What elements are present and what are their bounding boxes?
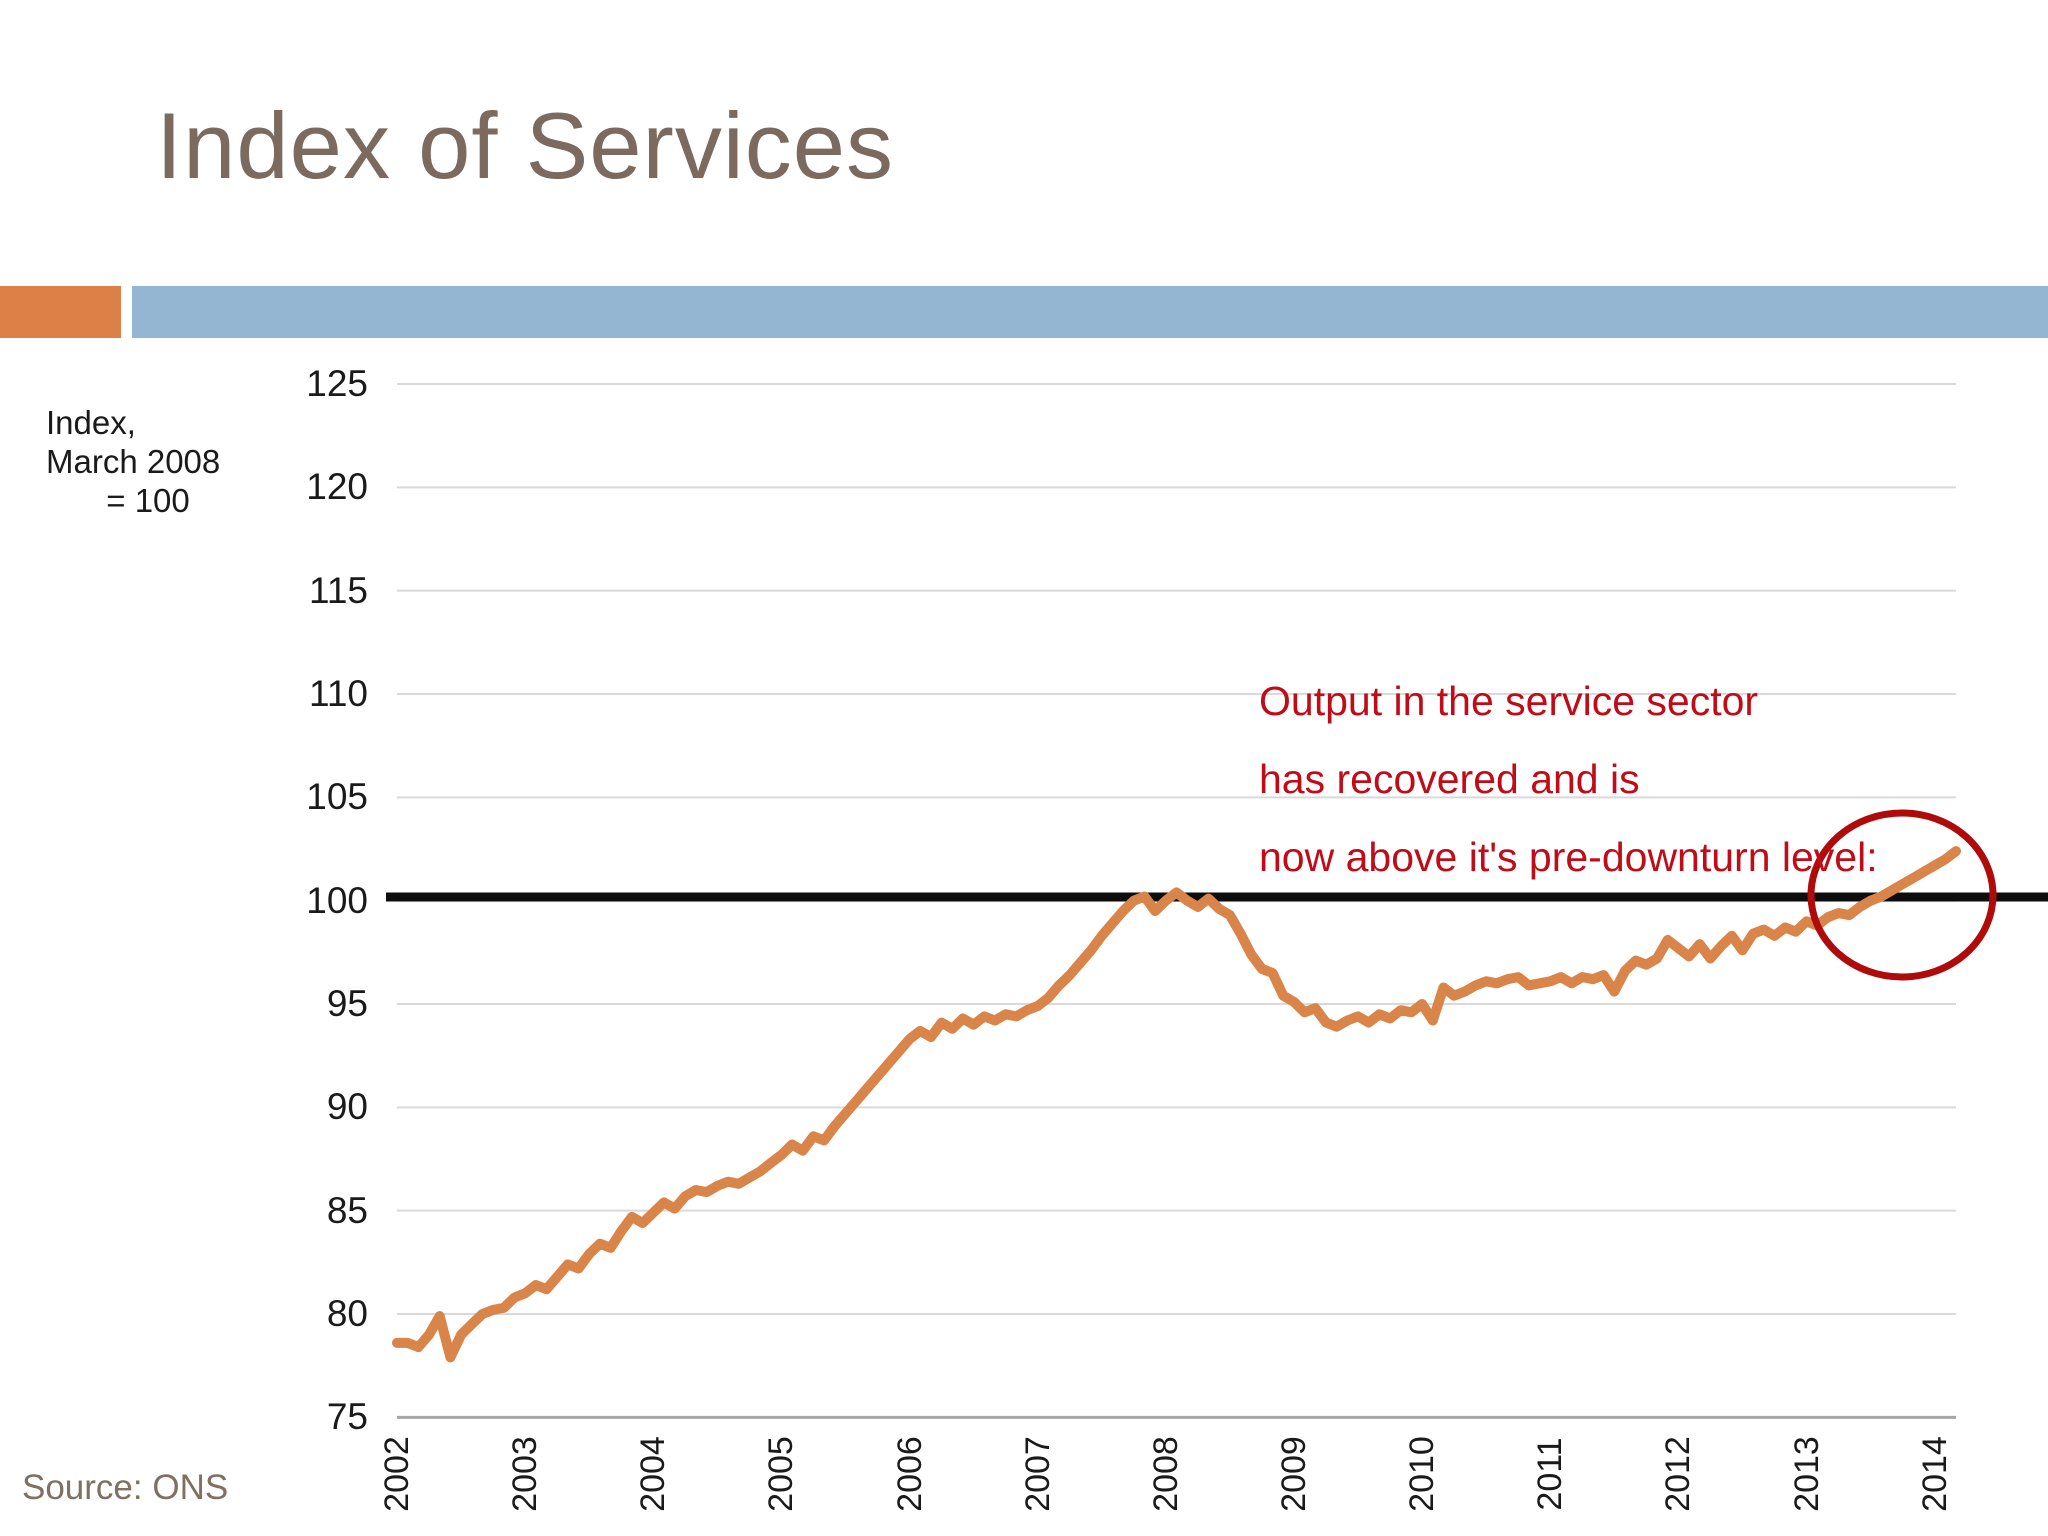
y-tick-label: 100 <box>306 879 368 921</box>
y-tick-label: 85 <box>326 1189 368 1231</box>
y-tick-label: 120 <box>306 466 368 508</box>
x-tick-label: 2006 <box>890 1436 929 1512</box>
x-tick-label: 2014 <box>1915 1436 1954 1512</box>
y-tick-label: 80 <box>326 1293 368 1334</box>
x-tick-label: 2013 <box>1787 1436 1826 1512</box>
x-tick-label: 2009 <box>1274 1436 1313 1512</box>
x-tick-label: 2005 <box>762 1436 801 1512</box>
x-tick-label: 2004 <box>634 1436 673 1512</box>
page-title: Index of Services <box>156 93 895 198</box>
annotation-line: Output in the service sector <box>1259 678 1759 724</box>
y-tick-label: 75 <box>326 1396 368 1438</box>
x-tick-label: 2011 <box>1531 1437 1570 1511</box>
x-tick-label: 2012 <box>1659 1436 1698 1512</box>
annotation-text: Output in the service sector has recover… <box>1259 662 2019 896</box>
x-tick-label: 2010 <box>1403 1436 1442 1512</box>
accent-orange-rect <box>0 286 121 338</box>
x-tick-label: 2007 <box>1018 1436 1057 1512</box>
annotation-line: has recovered and is <box>1259 756 1640 802</box>
source-note: Source: ONS <box>22 1468 229 1507</box>
y-tick-label: 105 <box>306 776 368 818</box>
y-tick-label: 90 <box>326 1086 368 1128</box>
annotation-line: now above it's pre-downturn level: <box>1259 834 1878 880</box>
x-tick-label: 2008 <box>1146 1436 1185 1512</box>
highlight-ellipse <box>1807 809 1997 981</box>
index-of-services-line <box>392 846 1961 1363</box>
y-axis-title-line: March 2008 <box>46 443 221 480</box>
y-tick-label: 110 <box>309 673 368 714</box>
y-axis-title-line: = 100 <box>106 482 190 519</box>
y-tick-label: 125 <box>306 363 368 404</box>
y-axis-title: Index, March 2008 = 100 <box>46 403 250 520</box>
y-axis-title-line: Index, <box>46 404 136 441</box>
accent-blue-bar <box>132 286 2048 338</box>
y-tick-label: 115 <box>309 569 368 611</box>
y-tick-label: 95 <box>326 983 368 1024</box>
